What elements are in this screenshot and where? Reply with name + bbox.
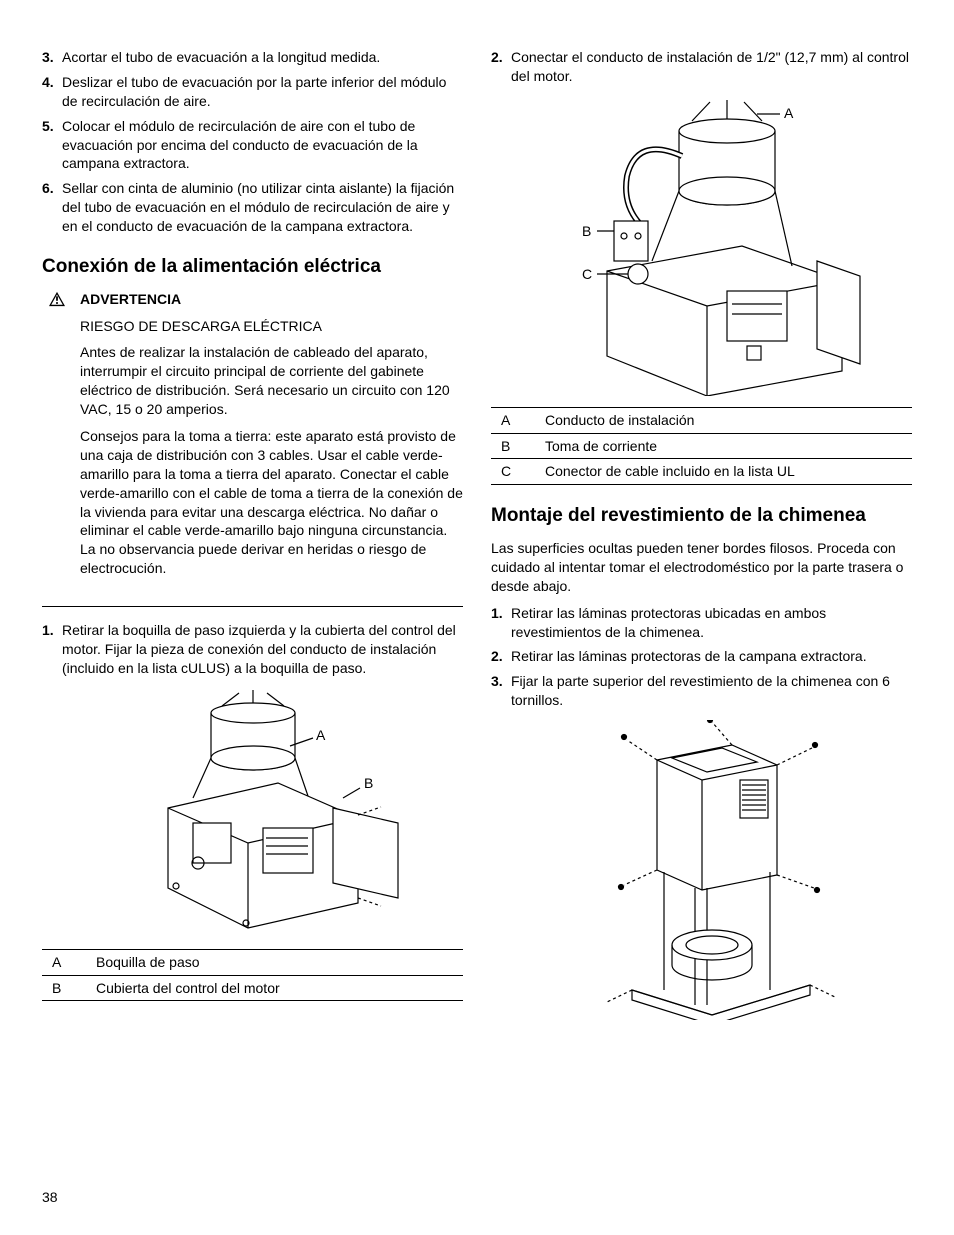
legend-value: Boquilla de paso [86,949,463,975]
warning-label: ADVERTENCIA [80,290,181,309]
legend-value: Toma de corriente [535,433,912,459]
list-item: 1.Retirar las láminas protectoras ubicad… [491,604,912,642]
figure-2: A B C [491,96,912,401]
legend-key: A [491,407,535,433]
page-number: 38 [42,1188,58,1207]
list-item: 2.Conectar el conducto de instalación de… [491,48,912,86]
list-item: 4.Deslizar el tubo de evacuación por la … [42,73,463,111]
legend-key: B [42,975,86,1001]
list-item: 3.Acortar el tubo de evacuación a la lon… [42,48,463,67]
step-number: 2. [491,647,511,666]
step-text: Sellar con cinta de aluminio (no utiliza… [62,179,463,236]
fig2-label-c: C [582,266,592,282]
warning-triangle-icon [48,291,66,307]
fig1-label-b: B [364,775,373,791]
right-column: 2.Conectar el conducto de instalación de… [491,48,912,1031]
steps-list-bottom-right: 1.Retirar las láminas protectoras ubicad… [491,604,912,710]
step-number: 3. [491,672,511,710]
warning-title: RIESGO DE DESCARGA ELÉCTRICA [80,317,463,336]
fig2-label-b: B [582,223,591,239]
figure-2-svg: A B C [542,96,862,396]
step-text: Acortar el tubo de evacuación a la longi… [62,48,463,67]
list-item: 5.Colocar el módulo de recirculación de … [42,117,463,174]
step-number: 5. [42,117,62,174]
steps-list-top-left: 3.Acortar el tubo de evacuación a la lon… [42,48,463,236]
legend-table-1: ABoquilla de paso BCubierta del control … [42,949,463,1002]
warning-paragraph: Antes de realizar la instalación de cabl… [80,343,463,419]
table-row: ABoquilla de paso [42,949,463,975]
step-text: Retirar las láminas protectoras ubicadas… [511,604,912,642]
legend-key: A [42,949,86,975]
divider [42,606,463,607]
figure-3 [491,720,912,1025]
step-number: 3. [42,48,62,67]
heading-conexion: Conexión de la alimentación eléctrica [42,254,463,280]
step-number: 1. [42,621,62,678]
legend-value: Conducto de instalación [535,407,912,433]
step-text: Colocar el módulo de recirculación de ai… [62,117,463,174]
legend-table-2: AConducto de instalación BToma de corrie… [491,407,912,486]
warning-body: RIESGO DE DESCARGA ELÉCTRICA Antes de re… [80,317,463,579]
table-row: BCubierta del control del motor [42,975,463,1001]
list-item: 3.Fijar la parte superior del revestimie… [491,672,912,710]
two-column-layout: 3.Acortar el tubo de evacuación a la lon… [42,48,912,1031]
montaje-intro: Las superficies ocultas pueden tener bor… [491,539,912,596]
warning-block: ADVERTENCIA RIESGO DE DESCARGA ELÉCTRICA… [42,290,463,596]
warning-paragraph: Consejos para la toma a tierra: este apa… [80,427,463,578]
steps-list-top-right: 2.Conectar el conducto de instalación de… [491,48,912,86]
step-text: Conectar el conducto de instalación de 1… [511,48,912,86]
warning-header: ADVERTENCIA [48,290,463,309]
legend-key: B [491,433,535,459]
fig2-label-a: A [784,105,794,121]
figure-1-svg: A B [98,688,408,938]
left-column: 3.Acortar el tubo de evacuación a la lon… [42,48,463,1031]
step-text: Retirar las láminas protectoras de la ca… [511,647,912,666]
step-text: Fijar la parte superior del revestimient… [511,672,912,710]
steps-list-bottom-left: 1.Retirar la boquilla de paso izquierda … [42,621,463,678]
figure-3-svg [562,720,842,1020]
legend-value: Cubierta del control del motor [86,975,463,1001]
step-number: 2. [491,48,511,86]
heading-montaje: Montaje del revestimiento de la chimenea [491,503,912,529]
step-text: Retirar la boquilla de paso izquierda y … [62,621,463,678]
fig1-label-a: A [316,727,326,743]
step-number: 6. [42,179,62,236]
step-text: Deslizar el tubo de evacuación por la pa… [62,73,463,111]
step-number: 4. [42,73,62,111]
table-row: AConducto de instalación [491,407,912,433]
list-item: 1.Retirar la boquilla de paso izquierda … [42,621,463,678]
table-row: CConector de cable incluido en la lista … [491,459,912,485]
figure-1: A B [42,688,463,943]
list-item: 6.Sellar con cinta de aluminio (no utili… [42,179,463,236]
table-row: BToma de corriente [491,433,912,459]
step-number: 1. [491,604,511,642]
legend-key: C [491,459,535,485]
list-item: 2.Retirar las láminas protectoras de la … [491,647,912,666]
legend-value: Conector de cable incluido en la lista U… [535,459,912,485]
